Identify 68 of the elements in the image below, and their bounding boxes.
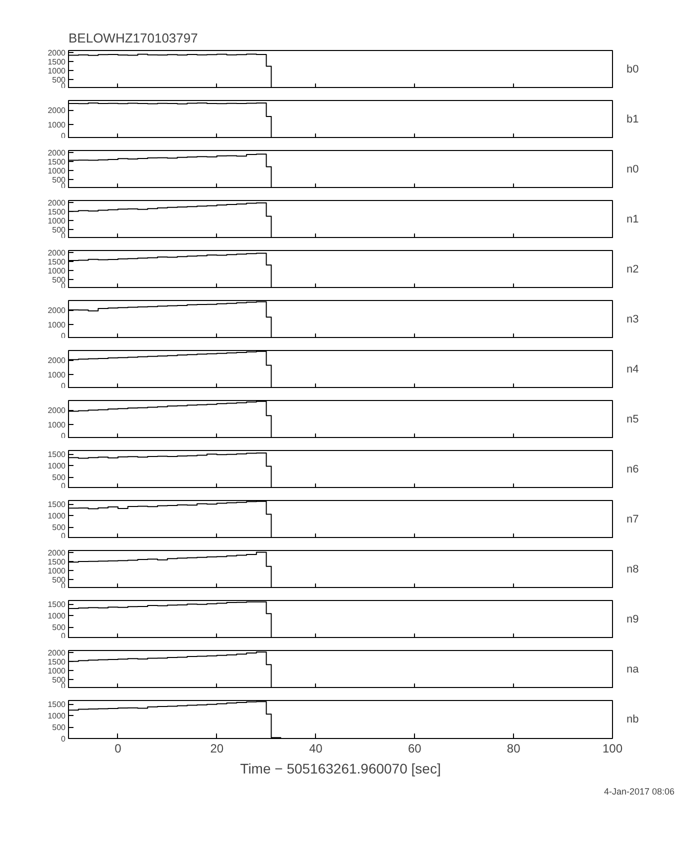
y-tick-label: 1000 [48, 216, 66, 226]
y2-axis-title: b0 [626, 64, 639, 76]
y2-axis-title: n3 [626, 314, 639, 326]
y-tick-label: 1000 [48, 320, 66, 330]
y-tick-label: 1000 [48, 120, 66, 130]
x-tick-label: 80 [506, 742, 521, 756]
y2-axis-title: n2 [626, 264, 639, 276]
y-tick-label: 2000 [48, 648, 66, 658]
y-tick-label: 500 [52, 575, 66, 584]
chart-title: BELOWHZ170103797 [68, 30, 198, 46]
y-tick-label: 1000 [48, 462, 66, 471]
y2-axis-title: n4 [626, 364, 639, 376]
y2-axis-title: n5 [626, 414, 639, 426]
y-tick-label: 2000 [48, 248, 66, 258]
y-tick-label: 2000 [48, 548, 66, 558]
y-tick-label: 1000 [48, 712, 66, 721]
y2-axis-title: n0 [626, 164, 639, 176]
x-tick-label: 0 [114, 742, 122, 756]
y-tick-label: 1500 [48, 257, 66, 266]
x-tick-label: 40 [309, 742, 323, 756]
y-tick-label: 2000 [48, 356, 66, 366]
y-tick-label: 500 [52, 675, 66, 684]
y-tick-label: 1000 [48, 166, 66, 176]
y-tick-label: 500 [52, 225, 66, 234]
y-tick-label: 1500 [48, 57, 66, 66]
y-tick-label: 1500 [48, 657, 66, 666]
y-tick-label: 0 [61, 734, 66, 744]
y2-axis-title: n1 [626, 214, 639, 226]
y-tick-label: 1500 [48, 600, 66, 610]
y-tick-label: 1000 [48, 420, 66, 430]
y-tick-label: 1500 [48, 700, 66, 710]
y2-axis-title: n6 [626, 464, 639, 476]
y-tick-label: 1500 [48, 450, 66, 460]
y-tick-label: 1000 [48, 566, 66, 576]
y2-axis-title: nb [626, 714, 639, 726]
y-tick-label: 2000 [48, 106, 66, 116]
y-tick-label: 500 [52, 175, 66, 184]
y-tick-label: 1000 [48, 612, 66, 621]
y-tick-label: 1500 [48, 500, 66, 510]
y2-axis-title: n9 [626, 614, 639, 626]
x-tick-label: 60 [408, 742, 422, 756]
x-axis-title: Time − 505163261.960070 [sec] [240, 760, 441, 776]
y-tick-label: 500 [52, 75, 66, 84]
y-tick-label: 1500 [48, 157, 66, 166]
y-tick-label: 500 [52, 623, 66, 632]
x-tick-label: 20 [210, 742, 224, 756]
y-tick-label: 500 [52, 723, 66, 732]
y-tick-label: 500 [52, 523, 66, 532]
y-tick-label: 2000 [48, 48, 66, 58]
y-tick-label: 1500 [48, 557, 66, 566]
y-tick-label: 1000 [48, 370, 66, 380]
y2-axis-title: b1 [626, 114, 639, 126]
y-tick-label: 1000 [48, 512, 66, 521]
y-tick-label: 2000 [48, 148, 66, 158]
y2-axis-title: n8 [626, 564, 639, 576]
y-tick-label: 1000 [48, 266, 66, 276]
y2-axis-title: na [626, 664, 640, 676]
y-tick-label: 2000 [48, 306, 66, 316]
y-tick-label: 2000 [48, 406, 66, 416]
y-tick-label: 1500 [48, 207, 66, 216]
x-tick-label: 100 [602, 742, 623, 756]
y-tick-label: 500 [52, 473, 66, 482]
y-tick-label: 2000 [48, 198, 66, 208]
y-tick-label: 1000 [48, 666, 66, 676]
y2-axis-title: n7 [626, 514, 639, 526]
y-tick-label: 1000 [48, 66, 66, 76]
y-tick-label: 500 [52, 275, 66, 284]
text: 4-Jan-2017 08:06 [604, 786, 675, 796]
